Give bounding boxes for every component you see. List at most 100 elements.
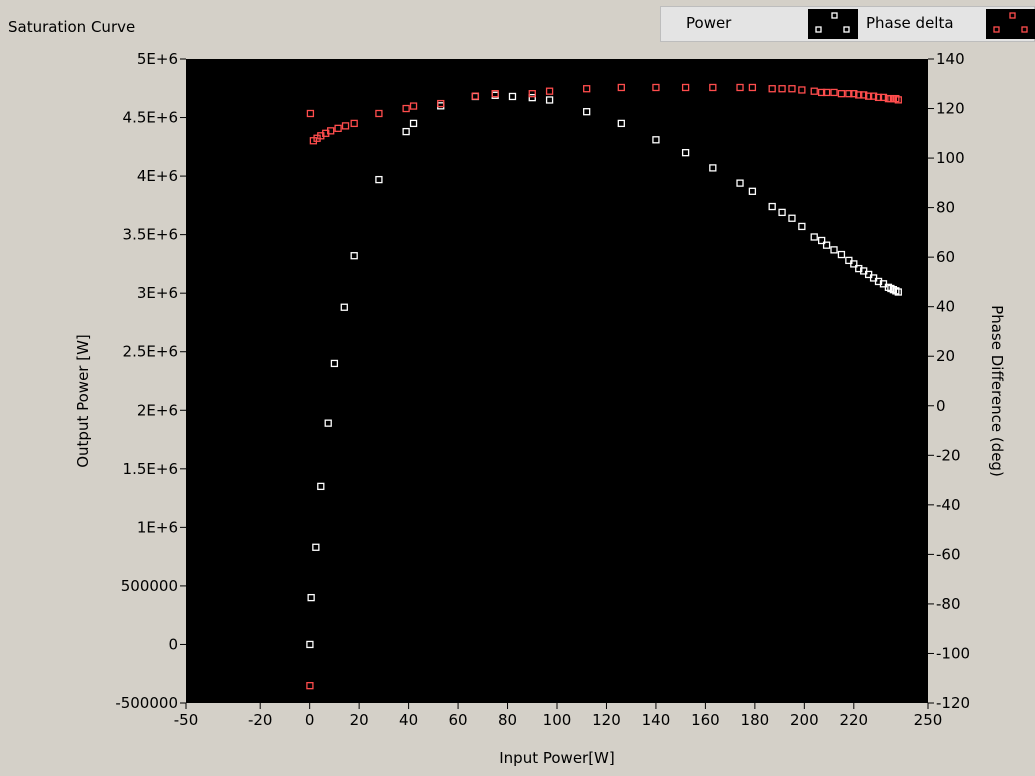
data-point [375, 109, 383, 118]
data-point [768, 202, 776, 211]
y-tick-label: 2E+6 [137, 401, 178, 419]
data-point [681, 83, 690, 92]
y-tick-label: 1E+6 [137, 518, 178, 536]
x-tick-label: 200 [790, 711, 819, 729]
data-point [894, 96, 902, 104]
x-tick-label: 250 [914, 711, 943, 729]
data-point [306, 109, 315, 118]
data-point [748, 187, 757, 195]
data-point [508, 92, 517, 101]
data-point [874, 277, 883, 286]
data-point [709, 83, 717, 92]
data-point [327, 127, 335, 135]
data-point [324, 419, 332, 427]
data-point [822, 241, 831, 249]
y-tick-label: 1.5E+6 [123, 460, 178, 478]
legend-label-phase-delta: Phase delta [866, 14, 954, 32]
y2-tick-label: 140 [936, 50, 965, 68]
data-point [402, 127, 410, 136]
data-point [437, 99, 445, 108]
data-point [864, 92, 873, 100]
x-tick-label: 20 [350, 711, 369, 729]
data-point [617, 119, 625, 128]
data-point [778, 85, 786, 93]
y2-tick-label: 80 [936, 199, 955, 217]
data-point [817, 88, 826, 97]
y-tick-label: 3.5E+6 [123, 226, 178, 244]
x-tick-label: 160 [691, 711, 720, 729]
data-point [778, 208, 786, 217]
y2-tick-label: 0 [936, 397, 946, 415]
x-axis: -50 -20 0 20 40 60 80 100 120 140 160 180 200 220 250 [174, 703, 943, 729]
y-tick-label: -500000 [115, 694, 178, 712]
data-point [798, 222, 806, 231]
y2-tick-label: -100 [936, 644, 970, 662]
data-point [798, 86, 806, 94]
data-point [583, 108, 591, 116]
data-point [736, 179, 744, 187]
chart-title: Saturation Curve [8, 18, 136, 36]
data-point [307, 593, 315, 602]
data-point [330, 359, 339, 368]
data-point [830, 246, 838, 254]
data-point [810, 233, 818, 241]
x-tick-label: 100 [543, 711, 572, 729]
y2-tick-label: 20 [936, 347, 955, 365]
phase-delta-marker-icon [993, 12, 1028, 33]
legend-swatch-phase-delta[interactable] [986, 9, 1035, 39]
x-tick-label: 140 [642, 711, 671, 729]
legend-swatch-power[interactable] [808, 9, 858, 39]
data-point [681, 149, 690, 157]
series-layer [306, 83, 902, 690]
y-tick-label: 3E+6 [137, 284, 178, 302]
y2-tick-label: -40 [936, 496, 961, 514]
data-point [528, 93, 536, 102]
data-point [788, 214, 796, 222]
data-point [874, 93, 883, 102]
data-point [334, 124, 342, 133]
data-point [545, 87, 554, 95]
data-point [709, 164, 717, 172]
y-tick-label: 4.5E+6 [123, 109, 178, 127]
y-tick-label: 4E+6 [137, 167, 178, 185]
x-tick-label: 220 [839, 711, 868, 729]
data-point [869, 92, 878, 100]
plot-area[interactable] [186, 59, 928, 703]
x-tick-label: -50 [174, 711, 199, 729]
series-phase-delta [306, 83, 902, 690]
y2-tick-label: 40 [936, 298, 955, 316]
y-tick-label: 0 [168, 635, 178, 653]
y2-tick-label: -80 [936, 595, 961, 613]
x-tick-label: 80 [498, 711, 517, 729]
y2-tick-label: 100 [936, 149, 965, 167]
data-point [850, 90, 858, 98]
x-tick-label: 180 [741, 711, 770, 729]
data-point [350, 252, 358, 260]
data-point [317, 482, 325, 491]
x-tick-label: 40 [399, 711, 418, 729]
data-point [375, 175, 383, 184]
data-point [855, 91, 863, 99]
data-point [837, 90, 846, 98]
data-point [822, 88, 831, 97]
data-point [528, 90, 536, 98]
data-point [830, 88, 838, 97]
legend-label-power: Power [686, 14, 732, 32]
data-point [350, 119, 358, 128]
data-point [894, 288, 902, 296]
x-tick-label: 120 [592, 711, 621, 729]
data-point [845, 90, 853, 98]
data-point [860, 91, 868, 99]
y2-tick-label: -120 [936, 694, 970, 712]
power-marker-icon [815, 12, 850, 33]
data-point [312, 543, 320, 551]
y-axis-title-right: Phase Difference (deg) [988, 305, 1006, 477]
data-point [748, 83, 757, 92]
data-point [817, 236, 826, 245]
data-point [583, 85, 591, 93]
x-axis-title: Input Power[W] [499, 749, 615, 767]
data-point [736, 83, 744, 92]
data-point [855, 264, 863, 273]
